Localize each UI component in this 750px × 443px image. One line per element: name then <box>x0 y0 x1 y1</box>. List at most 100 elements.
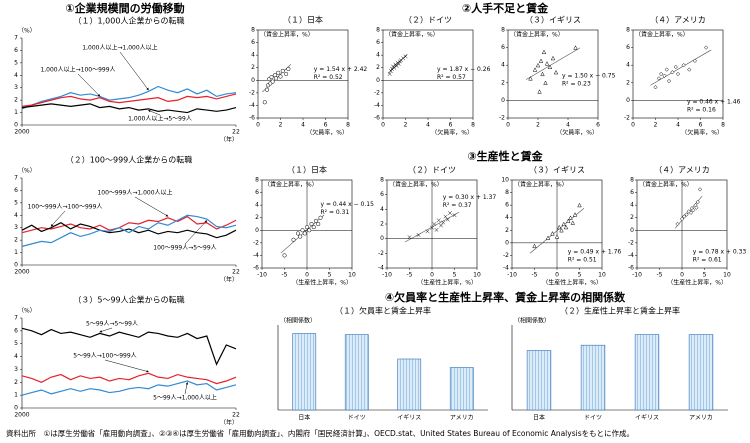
y-tick-label: -2 <box>249 89 255 96</box>
y-tick-label: -2 <box>628 239 634 246</box>
series-line <box>21 222 237 239</box>
x-axis-label: （欠員率，%） <box>306 129 348 137</box>
series-annotation: 100～999人→100～999人 <box>28 204 103 211</box>
y-tick-label: 6 <box>505 202 509 209</box>
y-tick-label: 7 <box>14 35 18 42</box>
y-tick-label: 2 <box>505 227 509 234</box>
x-tick-label: 6 <box>449 122 453 129</box>
x-tick-label: 0 <box>506 122 510 129</box>
point <box>554 234 560 239</box>
point <box>262 100 267 105</box>
y-tick-label: -4 <box>374 102 380 109</box>
point <box>577 202 582 208</box>
equation: R² = 0.51 <box>568 257 597 264</box>
annotation-arrow <box>50 210 66 227</box>
point <box>298 234 303 239</box>
chart-title: （２）生産性上昇率と賃金上昇率 <box>560 306 680 316</box>
y-tick-label: 4 <box>14 353 18 360</box>
y-tick-label: 4 <box>505 214 509 221</box>
y-tick-label: 6 <box>630 189 634 196</box>
chart-title: （１）1,000人企業からの転職 <box>74 16 185 26</box>
y-tick-label: -4 <box>249 102 255 109</box>
y-tick-label: 4 <box>501 62 505 69</box>
point <box>528 76 533 81</box>
x-tick-label: 4 <box>676 122 680 129</box>
y-tick-label: 0 <box>505 239 509 246</box>
y-tick-label: 4 <box>376 52 380 59</box>
x-tick-label: 2 <box>279 122 283 129</box>
series-line <box>21 215 237 234</box>
x-tick-label: 8 <box>471 122 475 129</box>
point <box>563 224 569 230</box>
y-tick-label: 6 <box>251 39 255 46</box>
section-title: ②人手不足と賃金 <box>462 1 549 15</box>
y-tick-label: 5 <box>14 199 18 206</box>
point <box>664 67 669 72</box>
point <box>573 45 578 50</box>
y-tick-label: 0 <box>630 227 634 234</box>
y-tick-label: -4 <box>503 265 509 272</box>
x-axis-label: （欠員率，%） <box>431 129 473 137</box>
y-axis-label: （%） <box>18 308 36 315</box>
annotation-arrow <box>147 109 161 116</box>
point <box>550 55 556 61</box>
point <box>682 214 687 219</box>
point <box>304 225 310 230</box>
point <box>673 64 678 70</box>
point <box>532 67 538 72</box>
point <box>686 209 691 214</box>
x-tick-label: 0 <box>381 122 385 129</box>
y-tick-label: -6 <box>249 115 255 122</box>
y-axis-label: （相関係数） <box>280 317 316 325</box>
x-tick-label: ドイツ <box>584 415 602 422</box>
point <box>653 85 658 90</box>
point <box>284 71 289 77</box>
y-tick-label: -2 <box>374 89 380 96</box>
point <box>388 68 393 73</box>
y-tick-label: -4 <box>378 265 384 272</box>
series-line <box>21 85 237 110</box>
y-tick-label: -2 <box>624 115 630 122</box>
x-tick-label: 2 <box>404 122 408 129</box>
x-tick-label: 5 <box>453 272 457 279</box>
point <box>273 76 279 81</box>
y-tick-label: 2 <box>255 214 259 221</box>
y-tick-label: 2 <box>376 64 380 71</box>
point <box>532 243 537 249</box>
point <box>541 49 547 55</box>
y-tick-label: 5 <box>14 59 18 66</box>
chart-title: （２）100～999人企業からの転職 <box>66 155 193 165</box>
y-tick-label: 2 <box>630 214 634 221</box>
y-tick-label: 7 <box>14 315 18 322</box>
x-tick-label: 10 <box>473 272 481 279</box>
point <box>679 216 685 222</box>
point <box>430 225 434 230</box>
y-tick-label: 3 <box>14 224 18 231</box>
bar <box>526 350 552 411</box>
bar <box>634 334 660 411</box>
trend-line <box>650 49 712 86</box>
point <box>407 235 412 240</box>
equation: R² = 0.61 <box>693 257 722 264</box>
y-tick-label: 4 <box>380 206 384 213</box>
series-line <box>21 372 237 385</box>
point <box>316 221 321 227</box>
equation: R² = 0.16 <box>687 107 716 114</box>
point <box>390 66 394 71</box>
bar <box>449 367 474 411</box>
chart-title: （２）ドイツ <box>404 16 452 25</box>
equation: y = 0.46 x + 1.46 <box>687 99 741 106</box>
trend-line <box>525 47 581 80</box>
x-tick-label: 2000 <box>14 412 29 419</box>
y-tick-label: -6 <box>628 265 634 272</box>
y-tick-label: 6 <box>14 47 18 54</box>
point <box>553 69 559 75</box>
point <box>434 227 439 232</box>
point <box>572 212 578 217</box>
y-tick-label: -2 <box>499 115 505 122</box>
x-tick-label: 10 <box>348 272 356 279</box>
bar <box>397 358 422 411</box>
point <box>436 218 441 223</box>
y-tick-label: 0 <box>14 262 18 269</box>
y-tick-label: 8 <box>630 177 634 184</box>
